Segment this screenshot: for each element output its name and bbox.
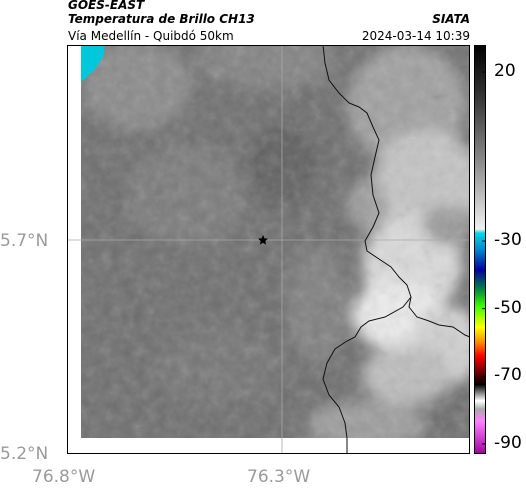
department-border (322, 45, 470, 338)
agency-label: SIATA (432, 12, 470, 26)
colorbar-tick-label: -70 (494, 365, 522, 386)
colorbar-tick-label: -50 (494, 297, 522, 318)
colorbar-tick-label: 20 (494, 61, 516, 82)
lon-label-76-8: 76.8°W (32, 467, 96, 487)
brightness-temperature-map (67, 45, 470, 454)
department-border-south (322, 296, 412, 454)
lon-label-76-3: 76.3°W (247, 467, 311, 487)
colorbar-tick-label: -90 (494, 432, 522, 453)
product-title: Temperatura de Brillo CH13 (68, 12, 255, 26)
lat-label-5-2: 5.2°N (0, 444, 49, 464)
region-label: Vía Medellín - Quibdó 50km (68, 29, 234, 43)
colorbar-tick-label: -30 (494, 230, 522, 251)
temperature-colorbar (474, 45, 486, 454)
satellite-title: GOES-EAST (68, 0, 145, 12)
lat-label-5-7: 5.7°N (0, 231, 49, 251)
datetime-label: 2024-03-14 10:39 (361, 29, 470, 43)
satellite-imagery (81, 45, 470, 438)
cold-cloud-patch (81, 45, 105, 81)
star-icon (258, 235, 268, 245)
map-frame (67, 45, 470, 454)
